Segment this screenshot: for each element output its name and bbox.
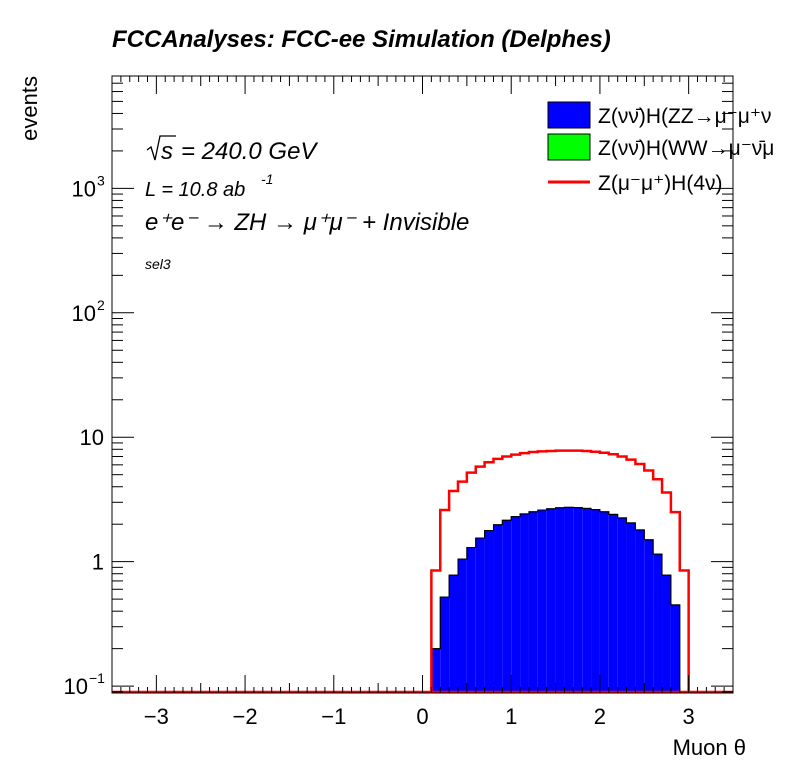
bar-zz-bin-22 <box>626 522 636 693</box>
x-tick-label: 1 <box>505 704 517 729</box>
y-tick-label: 10 <box>80 425 104 450</box>
x-axis-label: Muon θ <box>673 735 746 760</box>
bar-zz-bin-21 <box>617 517 627 693</box>
y-tick-label: 10 <box>72 301 96 326</box>
lumi-text: L = 10.8 ab <box>145 179 245 201</box>
bar-zz-bin-3 <box>457 559 467 693</box>
bar-zz-bin-1 <box>440 596 450 693</box>
x-tick-label: −3 <box>144 704 169 729</box>
lumi-exponent: -1 <box>261 171 273 187</box>
y-tick-label: 1 <box>92 550 104 575</box>
y-tick-exponent: −1 <box>89 670 105 686</box>
legend-label-2: Z(μ⁻μ⁺)H(4ν) <box>598 172 723 195</box>
bar-zz-bin-14 <box>555 507 565 693</box>
chart-title: FCCAnalyses: FCC-ee Simulation (Delphes) <box>112 26 611 53</box>
legend-swatch-0 <box>547 101 591 129</box>
bar-zz-bin-6 <box>484 530 494 693</box>
x-tick-label: 0 <box>416 704 428 729</box>
bar-zz-bin-8 <box>502 520 512 693</box>
bar-zz-bin-9 <box>511 516 521 693</box>
legend-label-0: Z(νν̄)H(ZZ→μ⁻μ⁺ν <box>598 105 772 128</box>
legend: Z(νν̄)H(ZZ→μ⁻μ⁺ν Z(νν̄)H(WW→μ⁻ν̄μ Z(μ⁻μ⁺)H… <box>547 101 774 195</box>
bar-zz-bin-17 <box>582 508 592 693</box>
bar-zz-bin-15 <box>564 507 574 693</box>
bar-zz-bin-0 <box>431 648 441 693</box>
bar-zz-bin-20 <box>608 514 618 693</box>
stack-outline-1 <box>430 506 690 693</box>
legend-label-1: Z(νν̄)H(WW→μ⁻ν̄μ <box>598 137 774 160</box>
y-tick-exponent: 3 <box>97 172 105 188</box>
bar-zz-bin-19 <box>599 511 609 693</box>
bar-zz-bin-13 <box>546 508 556 693</box>
bar-zz-bin-16 <box>573 507 583 693</box>
x-tick-label: −1 <box>321 704 346 729</box>
energy-symbol: s <box>161 138 173 165</box>
bar-zz-bin-24 <box>644 539 654 693</box>
stacked-fills <box>430 506 690 693</box>
legend-swatch-1 <box>547 133 591 161</box>
bar-zz-bin-11 <box>528 511 538 693</box>
series-line-2 <box>430 449 690 693</box>
bar-zz-bin-10 <box>520 513 529 693</box>
y-tick-exponent: 2 <box>97 297 105 313</box>
bar-zz-bin-5 <box>475 537 485 693</box>
bar-zz-bin-7 <box>493 524 503 693</box>
bar-zz-bin-26 <box>662 575 671 693</box>
bar-zz-bin-27 <box>670 604 680 693</box>
bar-zz-bin-23 <box>635 529 645 693</box>
annotation-lumi: L = 10.8 ab -1 <box>145 171 273 201</box>
x-tick-label: 2 <box>594 704 606 729</box>
process-text: e⁺e⁻ → ZH → μ⁺μ⁻ + Invisible <box>145 209 469 236</box>
y-tick-label: 10 <box>72 176 96 201</box>
bar-zz-bin-2 <box>449 575 458 693</box>
bar-zz-bin-25 <box>653 554 663 693</box>
annotation-energy: s = 240.0 GeV <box>146 135 318 165</box>
energy-text: = 240.0 GeV <box>181 138 318 165</box>
y-axis-label: events <box>17 76 42 141</box>
bar-zz-bin-12 <box>537 510 547 693</box>
y-tick-label: 10 <box>64 674 88 699</box>
sqrt-icon <box>146 135 176 161</box>
bar-zz-bin-4 <box>466 547 476 693</box>
selection-label: sel3 <box>145 256 171 272</box>
x-tick-label: −2 <box>233 704 258 729</box>
bar-zz-bin-18 <box>591 509 600 693</box>
x-ticks: −3 −2 −1 0 1 2 3 <box>111 76 734 729</box>
x-tick-label: 3 <box>683 704 695 729</box>
